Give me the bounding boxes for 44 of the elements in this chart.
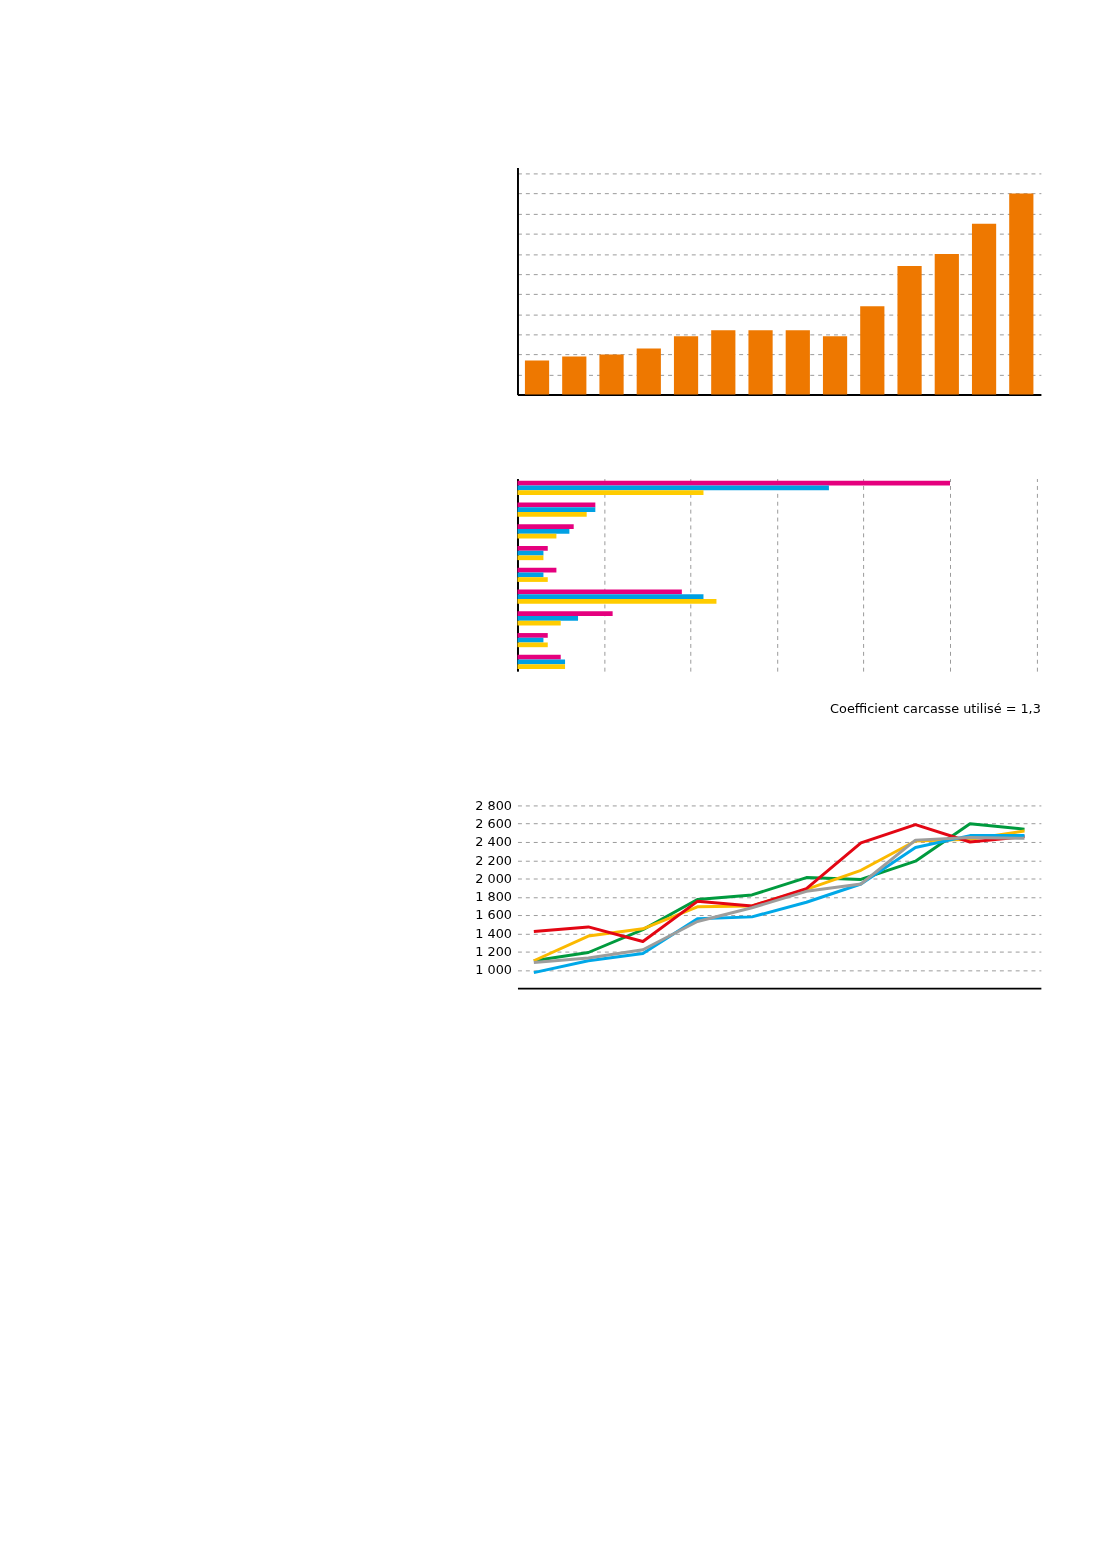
y-tick-label: 2 200 (475, 852, 513, 868)
y-tick-label: 2 600 (475, 816, 513, 832)
bar (517, 524, 574, 529)
y-tick-label: 1 400 (475, 925, 513, 941)
bar (517, 611, 613, 616)
bar (599, 354, 624, 395)
bar (636, 348, 661, 395)
bar (517, 594, 704, 599)
bar (517, 502, 596, 508)
bar (673, 336, 699, 395)
bar (517, 555, 544, 561)
y-tick-label: 1 800 (475, 889, 513, 905)
bar (1009, 193, 1034, 395)
bar (517, 485, 829, 491)
bar (517, 507, 596, 512)
bar (524, 360, 550, 395)
y-tick-label: 2 800 (475, 797, 513, 813)
y-tick-label: 1 200 (475, 944, 513, 960)
bar (517, 654, 561, 660)
bar (517, 598, 717, 604)
bar (785, 330, 810, 395)
y-tick-label: 1 600 (475, 907, 513, 923)
y-tick-label: 2 000 (475, 870, 513, 886)
bar (517, 490, 704, 495)
bar (897, 265, 922, 395)
bar (971, 223, 997, 395)
bar (517, 546, 548, 551)
bar (517, 511, 587, 517)
bar (517, 528, 570, 534)
bar (517, 664, 566, 669)
text: Coefficient carcasse utilisé = 1,3 (830, 700, 1041, 716)
bar (822, 336, 848, 395)
bar (517, 642, 548, 648)
bar (711, 330, 736, 395)
bar (562, 356, 587, 395)
bar (517, 577, 548, 582)
bar (517, 616, 579, 621)
y-tick-label: 1 000 (475, 962, 513, 978)
bar (860, 306, 885, 395)
bar (517, 572, 544, 578)
y-tick-label: 2 400 (475, 834, 513, 850)
bar (934, 253, 959, 395)
bar (517, 633, 548, 638)
bar (748, 330, 773, 395)
